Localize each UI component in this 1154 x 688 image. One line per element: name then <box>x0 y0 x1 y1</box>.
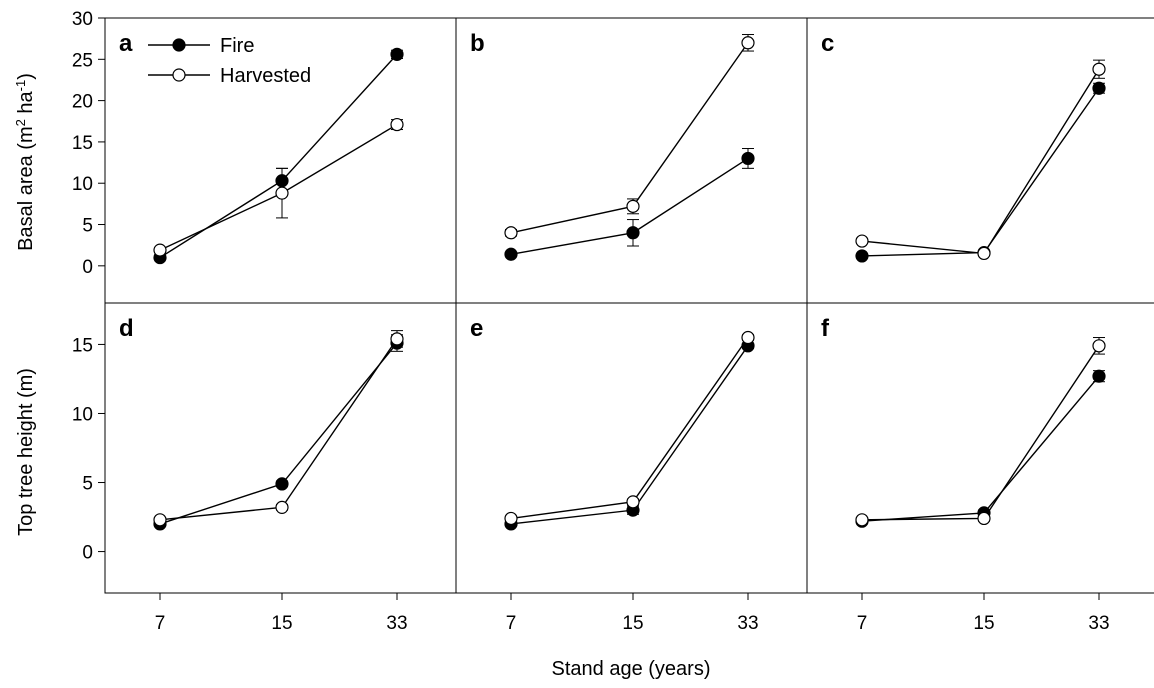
marker-b-harvested-1 <box>626 199 640 213</box>
marker-c-harvested-0 <box>855 234 869 248</box>
marker-b-harvested-2 <box>741 36 755 50</box>
series-line-e-harvested <box>510 337 749 520</box>
panel-letter-a: a <box>119 30 133 57</box>
series-line-d-harvested <box>159 338 398 521</box>
y-axis-title-bottom: Top tree height (m) <box>15 368 37 536</box>
panel-letter-b: b <box>470 30 485 57</box>
panel-f: f <box>821 315 1106 528</box>
y-tick-label-r1-1: 5 <box>82 474 93 495</box>
y-tick-label-r1-0: 0 <box>82 543 93 564</box>
panel-frame-f <box>806 302 1154 594</box>
y-title-top-mid: ha <box>15 90 37 119</box>
marker-d-harvested-2 <box>390 332 404 346</box>
panel-b: b <box>470 30 755 261</box>
x-tick-label-1-2: 33 <box>737 613 758 634</box>
x-axis: 7 15 33 7 15 33 7 15 33 <box>155 593 1110 634</box>
marker-d-harvested-1 <box>275 500 289 514</box>
y-tick-label-r0-1: 5 <box>82 216 93 237</box>
marker-c-fire-2 <box>1092 81 1106 95</box>
legend: Fire Harvested <box>148 35 311 87</box>
series-line-c-fire <box>861 87 1100 257</box>
x-tick-label-1-0: 7 <box>506 613 517 634</box>
marker-a-harvested-0 <box>153 243 167 257</box>
x-tick-label-0-1: 15 <box>271 613 292 634</box>
x-tick-label-2-2: 33 <box>1088 613 1109 634</box>
panel-e: e <box>470 315 755 531</box>
y-title-top-end: ) <box>15 73 37 80</box>
marker-a-fire-1 <box>275 174 289 188</box>
legend-label-fire: Fire <box>220 35 254 57</box>
marker-b-fire-1 <box>626 226 640 240</box>
y-axes: 0 5 10 15 20 25 30 0 5 10 15 <box>72 9 105 564</box>
marker-e-harvested-1 <box>626 495 640 509</box>
series-line-d-fire <box>159 342 398 525</box>
y-tick-label-r0-6: 30 <box>72 9 93 30</box>
legend-label-harvested: Harvested <box>220 65 311 87</box>
legend-marker-harvested <box>172 68 186 82</box>
marker-d-fire-1 <box>275 477 289 491</box>
series-line-f-harvested <box>861 345 1100 521</box>
marker-c-harvested-1 <box>977 246 991 261</box>
x-tick-label-2-1: 15 <box>973 613 994 634</box>
panel-c: c <box>821 30 1106 263</box>
x-tick-label-0-2: 33 <box>386 613 407 634</box>
y-title-top-sup1: 2 <box>13 119 28 126</box>
marker-c-harvested-2 <box>1092 62 1106 76</box>
marker-e-harvested-2 <box>741 330 755 345</box>
panel-d: d <box>119 315 404 531</box>
legend-marker-fire <box>172 38 186 52</box>
x-tick-label-2-0: 7 <box>857 613 868 634</box>
marker-f-fire-2 <box>1092 369 1106 383</box>
marker-b-harvested-0 <box>504 226 518 240</box>
panel-a: a <box>119 30 404 265</box>
series-line-a-harvested <box>159 123 398 251</box>
marker-a-harvested-2 <box>390 117 404 132</box>
marker-a-fire-2 <box>390 47 404 61</box>
panel-letter-e: e <box>470 315 483 342</box>
marker-f-harvested-2 <box>1092 339 1106 353</box>
panel-frame-d <box>104 302 457 594</box>
y-title-top-sup2: -1 <box>13 80 28 92</box>
marker-d-harvested-0 <box>153 513 167 527</box>
y-tick-label-r0-5: 25 <box>72 50 93 71</box>
x-axis-title: Stand age (years) <box>552 658 711 680</box>
x-tick-label-0-0: 7 <box>155 613 166 634</box>
marker-e-harvested-0 <box>504 511 518 526</box>
panel-letter-f: f <box>821 315 830 342</box>
y-tick-label-r0-0: 0 <box>82 257 93 278</box>
panel-frames <box>104 17 1154 594</box>
series-line-c-harvested <box>861 68 1100 255</box>
marker-b-fire-2 <box>741 151 755 166</box>
marker-a-harvested-1 <box>275 186 289 200</box>
marker-c-fire-0 <box>855 249 869 263</box>
marker-b-fire-0 <box>504 247 518 261</box>
y-tick-label-r0-4: 20 <box>72 92 93 113</box>
panels: a b c d e f <box>119 30 1106 531</box>
marker-f-harvested-0 <box>855 513 869 527</box>
y-tick-label-r1-2: 10 <box>72 404 93 425</box>
y-tick-label-r1-3: 15 <box>72 335 93 356</box>
y-axis-title-top: Basal area (m2 ha-1) <box>13 73 37 251</box>
y-title-top-main: Basal area (m <box>15 126 37 251</box>
x-tick-label-1-1: 15 <box>622 613 643 634</box>
y-tick-label-r0-3: 15 <box>72 133 93 154</box>
y-tick-label-r0-2: 10 <box>72 174 93 195</box>
panel-letter-c: c <box>821 30 834 57</box>
panel-letter-d: d <box>119 315 134 342</box>
marker-f-harvested-1 <box>977 511 991 526</box>
